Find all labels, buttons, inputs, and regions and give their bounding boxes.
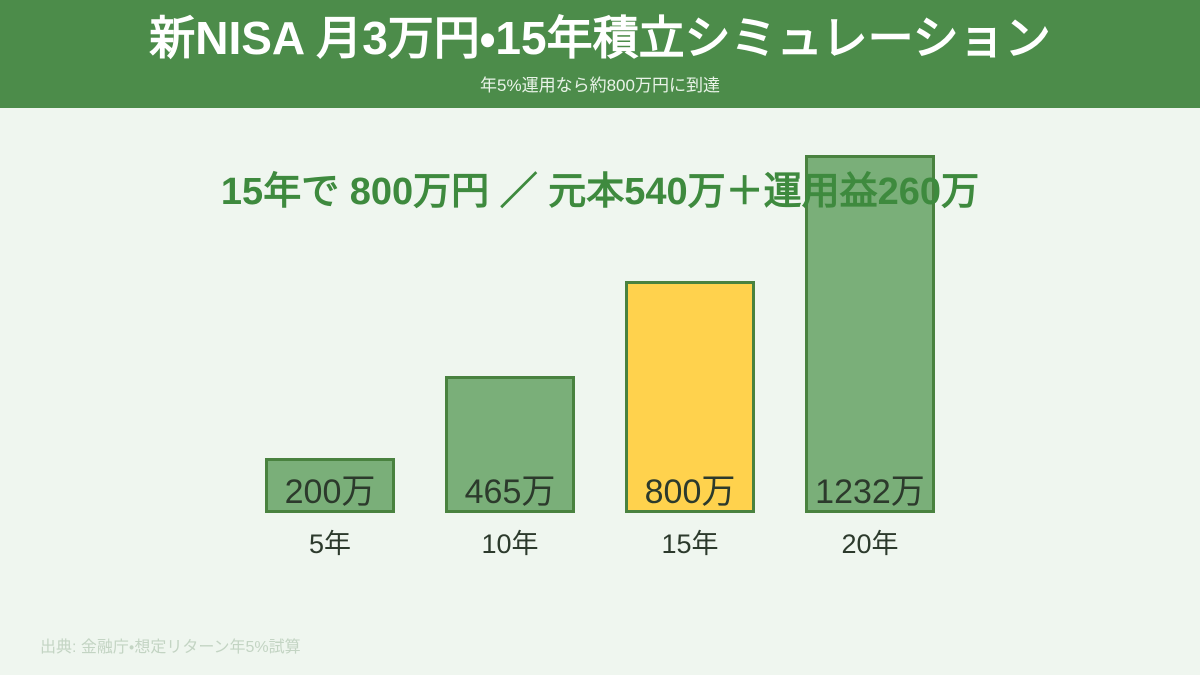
- bar-category-label: 20年: [841, 529, 899, 559]
- bar-category-label: 5年: [308, 529, 352, 559]
- headline-callout: 15年で 800万円 ／ 元本540万＋運用益260万: [220, 171, 980, 213]
- bar-value-label: 1232万: [815, 473, 925, 511]
- bar-rect-20y[interactable]: [805, 155, 935, 513]
- bar-category-label: 10年: [481, 529, 539, 559]
- bar-rect-15y[interactable]: [625, 281, 755, 513]
- bar-series: 200万 5年 465万 10年 800万 15年 1232万 20年: [265, 113, 935, 559]
- page-subtitle: 年5%運用なら約800万円に到達: [480, 75, 720, 95]
- bar-rect-10y[interactable]: [445, 376, 575, 513]
- bar-group-20y: 1232万 20年: [805, 113, 935, 559]
- bar-group-15y: 800万 15年: [625, 113, 755, 559]
- bar-group-10y: 465万 10年: [445, 113, 575, 559]
- bar-chart: 200万 5年 465万 10年 800万 15年 1232万 20年: [0, 108, 1200, 608]
- page-title: 新NISA 月3万円・15年積立シミュレーション: [149, 12, 1051, 64]
- bar-category-label: 15年: [661, 529, 719, 559]
- bar-value-label: 200万: [284, 473, 376, 511]
- source-note: 出典: 金融庁・想定リターン年5%試算: [40, 639, 301, 656]
- bar-value-label: 465万: [464, 473, 556, 511]
- bar-rect-5y[interactable]: [265, 458, 395, 513]
- header-band: 新NISA 月3万円・15年積立シミュレーション 年5%運用なら約800万円に到…: [0, 0, 1200, 108]
- bar-value-label: 800万: [644, 473, 736, 511]
- bar-group-5y: 200万 5年: [265, 113, 395, 559]
